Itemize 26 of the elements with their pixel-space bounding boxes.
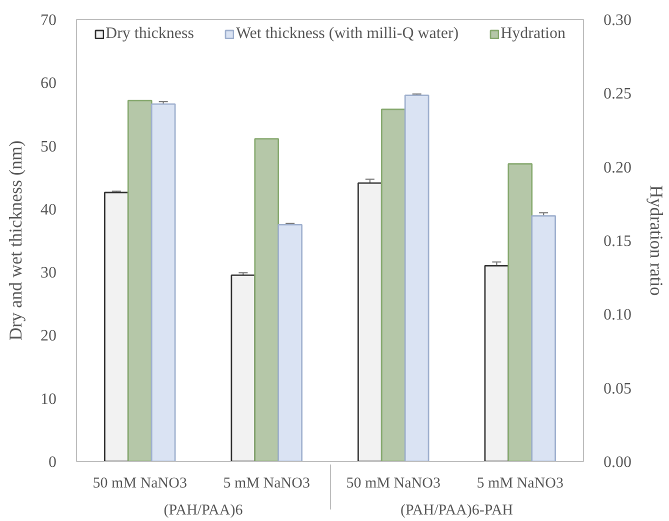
x-tick-label: 5 mM NaNO3 [476, 476, 564, 492]
y2-tick-label: 0.10 [604, 306, 632, 324]
y2-tick-label: 0.20 [604, 159, 632, 176]
y-tick-label: 60 [40, 75, 56, 92]
text: (PAH/PAA)6-PAH [400, 502, 514, 518]
y-axis-title: Dry and wet thickness (nm) [6, 140, 26, 340]
text: (PAH/PAA)6 [164, 502, 244, 518]
y-tick-label: 70 [40, 12, 56, 29]
y2-tick-label: 0.15 [604, 233, 632, 250]
y-tick-label: 10 [40, 390, 56, 408]
y-tick-label: 40 [40, 201, 56, 218]
legend-label: Dry thickness [106, 25, 194, 43]
x-tick-label: 50 mM NaNO3 [346, 476, 440, 492]
y-tick-label: 0 [48, 454, 56, 471]
legend-label: Wet thickness (with milli-Q water) [236, 25, 459, 43]
legend-label: Hydration [500, 25, 566, 43]
y-tick-label: 20 [40, 328, 56, 345]
y-tick-label: 50 [40, 138, 56, 156]
y-tick-label: 30 [40, 264, 56, 282]
y2-axis-title: Hydration ratio [646, 185, 666, 296]
y2-tick-label: 0.30 [604, 12, 632, 29]
x-tick-label: 5 mM NaNO3 [223, 476, 310, 492]
y2-tick-label: 0.25 [604, 86, 632, 103]
x-tick-label: 50 mM NaNO3 [92, 476, 187, 492]
y2-tick-label: 0.00 [604, 454, 632, 471]
y2-tick-label: 0.05 [604, 380, 632, 398]
